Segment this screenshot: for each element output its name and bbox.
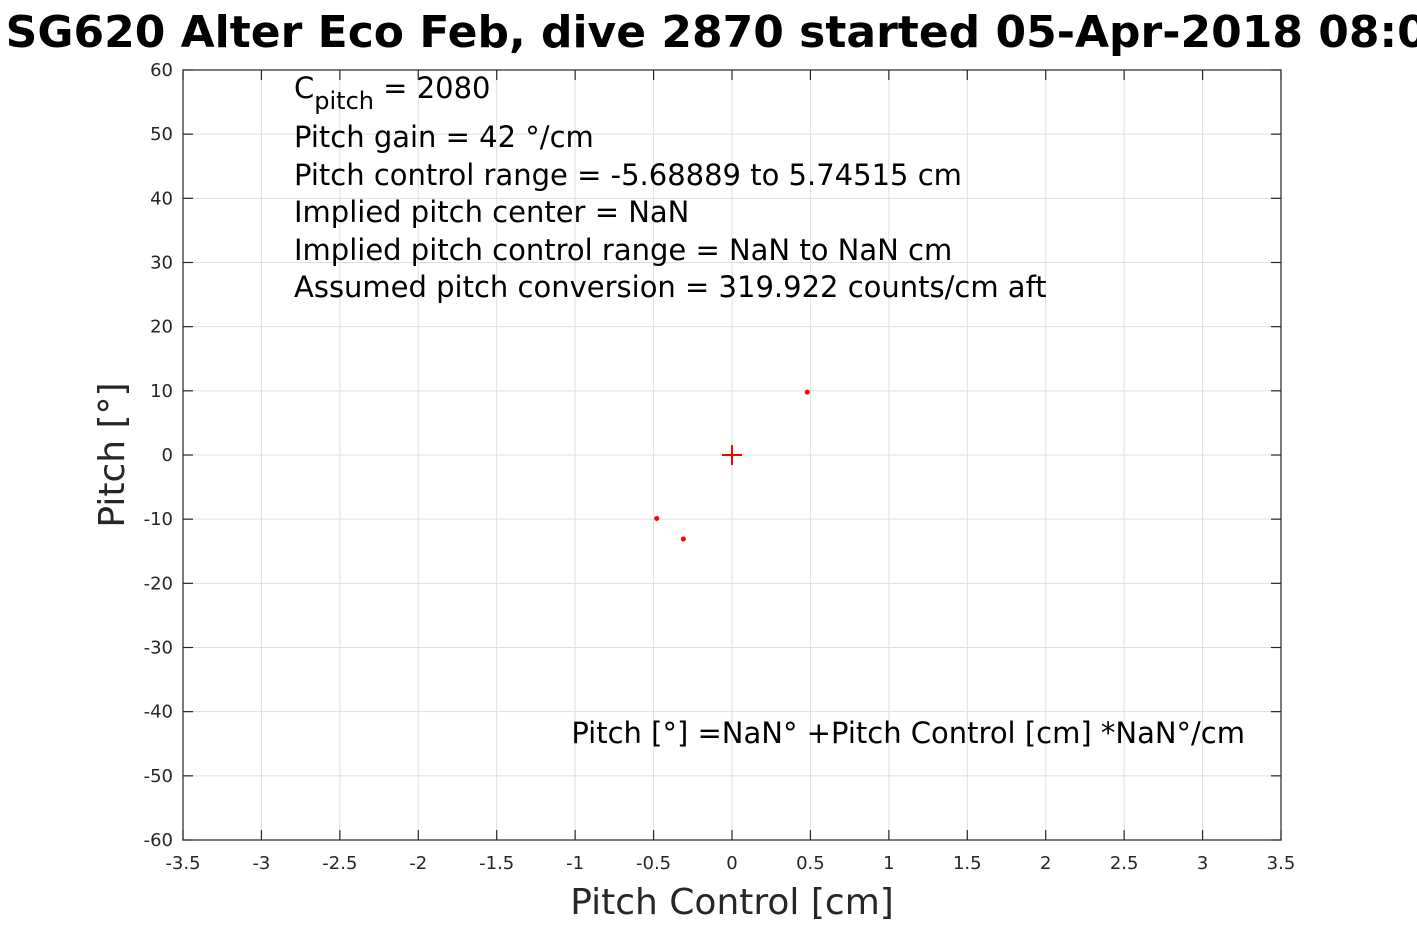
cpitch-value: = 2080 (374, 71, 491, 105)
data-point (654, 516, 660, 522)
fit-equation: Pitch [°] =NaN° +Pitch Control [cm] *NaN… (571, 716, 1245, 750)
annotation-line: Pitch gain = 42 °/cm (294, 120, 594, 154)
x-tick-label: -1.5 (479, 853, 514, 874)
y-tick-label: 40 (150, 188, 173, 209)
y-tick-label: -50 (144, 766, 173, 787)
y-tick-label: -60 (144, 830, 173, 851)
x-tick-label: 3 (1197, 853, 1208, 874)
y-tick-label: 30 (150, 253, 173, 274)
y-axis-label: Pitch [°] (92, 382, 133, 527)
chart-title: SG620 Alter Eco Feb, dive 2870 started 0… (6, 7, 1417, 58)
cpitch-base: C (294, 71, 314, 105)
cpitch-annotation: Cpitch = 2080 (294, 71, 491, 115)
y-tick-label: 20 (150, 317, 173, 338)
x-tick-label: 1 (883, 853, 894, 874)
x-tick-label: -2.5 (322, 853, 357, 874)
x-tick-label: -3.5 (165, 853, 200, 874)
x-tick-label: 2 (1040, 853, 1051, 874)
annotation-line: Assumed pitch conversion = 319.922 count… (294, 270, 1047, 304)
x-tick-label: -3 (252, 853, 270, 874)
plot-frame (182, 69, 1282, 841)
y-tick-label: 10 (150, 381, 173, 402)
y-tick-label: -30 (144, 638, 173, 659)
y-tick-label: -20 (144, 573, 173, 594)
y-tick-label: 50 (150, 124, 173, 145)
x-tick-label: 2.5 (1110, 853, 1139, 874)
y-tick-label: -10 (144, 509, 173, 530)
x-tick-label: 0 (726, 853, 737, 874)
annotation-line: Implied pitch control range = NaN to NaN… (294, 233, 952, 267)
y-tick-label: -40 (144, 702, 173, 723)
x-tick-label: 3.5 (1267, 853, 1296, 874)
x-tick-label: -1 (566, 853, 584, 874)
y-tick-label: 60 (150, 60, 173, 81)
x-axis-label: Pitch Control [cm] (570, 882, 894, 923)
annotation-line: Implied pitch center = NaN (294, 195, 689, 229)
x-tick-label: -0.5 (636, 853, 671, 874)
x-tick-label: -2 (409, 853, 427, 874)
cpitch-subscript: pitch (314, 87, 374, 115)
data-point (680, 536, 686, 542)
x-tick-label: 0.5 (796, 853, 825, 874)
center-plus-marker (722, 445, 742, 465)
annotation-line: Pitch control range = -5.68889 to 5.7451… (294, 158, 962, 192)
data-point (804, 389, 810, 395)
x-tick-label: 1.5 (953, 853, 982, 874)
y-tick-label: 0 (162, 445, 173, 466)
